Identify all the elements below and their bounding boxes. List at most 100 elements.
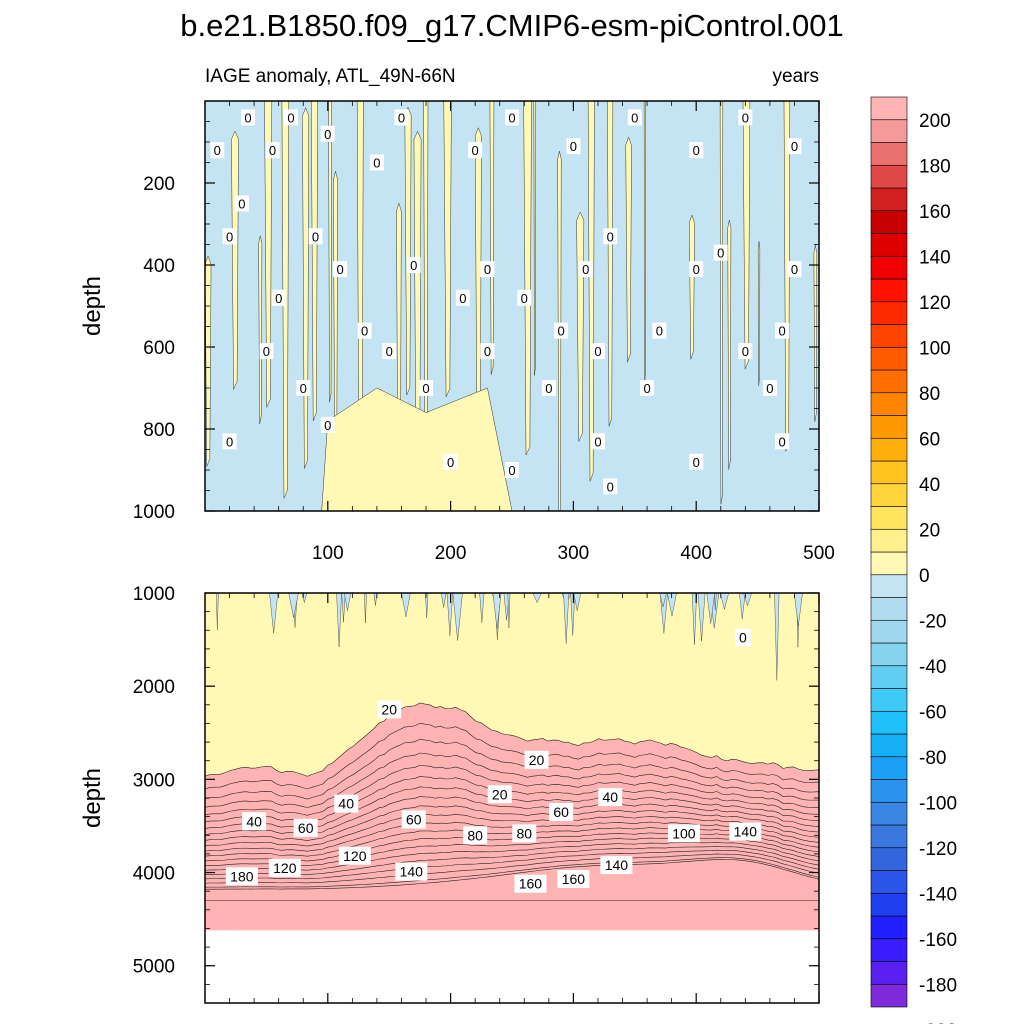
lower-negative-region — [215, 593, 219, 631]
svg-text:0: 0 — [361, 324, 368, 339]
colorbar-swatch — [870, 301, 908, 325]
svg-text:60: 60 — [553, 804, 569, 820]
colorbar-tick-label: -60 — [919, 702, 946, 723]
svg-text:0: 0 — [336, 262, 343, 277]
colorbar-tick-label: 0 — [919, 566, 930, 587]
colorbar-swatch — [870, 824, 908, 849]
colorbar-swatch — [870, 346, 908, 371]
lower-negative-region — [336, 593, 342, 648]
colorbar-tick-label: 100 — [919, 338, 951, 359]
chart-title: b.e21.B1850.f09_g17.CMIP6-esm-piControl.… — [180, 8, 843, 43]
colorbar-swatch — [870, 983, 908, 1008]
upper-contour-label: 0 — [320, 125, 335, 142]
colorbar-swatch — [870, 710, 908, 735]
svg-text:0: 0 — [508, 110, 515, 125]
x-tick-label: 400 — [680, 543, 712, 564]
svg-text:80: 80 — [516, 825, 532, 841]
upper-contour-label: 0 — [713, 244, 728, 261]
upper-contour-label: 0 — [394, 109, 409, 126]
x-tick-label: 500 — [803, 543, 835, 564]
svg-text:0: 0 — [386, 344, 393, 359]
lower-panel: 0 20 20 20 40 40 40 60 60 60 80 80 100 120 120 140 140 14… — [79, 584, 820, 1004]
upper-contour-label: 0 — [320, 416, 335, 433]
lower-negative-region — [697, 593, 706, 642]
colorbar-swatch — [870, 164, 908, 189]
left-subtitle: IAGE anomaly, ATL_49N-66N — [205, 66, 456, 87]
svg-text:20: 20 — [381, 701, 397, 717]
colorbar-swatch — [870, 597, 908, 621]
upper-contour-label: 0 — [419, 380, 434, 396]
lower-contour-label: 140 — [600, 856, 633, 875]
upper-positive-region — [727, 219, 732, 470]
colorbar-swatch — [870, 801, 908, 826]
svg-text:0: 0 — [410, 258, 417, 273]
upper-contour-label: 0 — [443, 453, 458, 470]
svg-text:0: 0 — [226, 229, 233, 244]
colorbar-tick-label: 180 — [919, 156, 951, 177]
colorbar-swatch — [870, 96, 908, 121]
svg-text:0: 0 — [275, 291, 282, 306]
lower-contour-label: 80 — [512, 824, 537, 843]
svg-text:80: 80 — [467, 827, 483, 843]
upper-contour-label: 0 — [406, 257, 421, 273]
upper-contour-label: 0 — [787, 261, 802, 278]
svg-text:0: 0 — [607, 229, 614, 244]
lower-negative-region — [479, 593, 485, 623]
svg-text:180: 180 — [230, 868, 254, 884]
colorbar-swatch — [870, 665, 908, 689]
y-tick-label: 1000 — [133, 502, 175, 523]
lower-contour-label: 20 — [524, 750, 549, 769]
upper-contour-label: 0 — [541, 380, 556, 396]
lower-negative-region — [452, 593, 463, 641]
upper-positive-region — [757, 241, 761, 386]
upper-contour-label: 0 — [382, 343, 397, 360]
lower-negative-region — [714, 593, 717, 611]
lower-ylabel: depth — [79, 768, 106, 828]
svg-text:160: 160 — [519, 876, 543, 892]
lower-negative-region — [706, 593, 715, 624]
svg-text:0: 0 — [459, 291, 466, 306]
lower-negative-region — [364, 593, 367, 623]
lower-contour-label: 140 — [395, 862, 428, 881]
y-tick-label: 3000 — [133, 770, 175, 791]
svg-text:0: 0 — [791, 262, 798, 277]
colorbar-swatch — [870, 892, 908, 917]
svg-text:0: 0 — [300, 381, 307, 396]
colorbar-tick-label: 80 — [919, 384, 940, 405]
upper-contour-label: 0 — [283, 109, 298, 126]
colorbar-swatch — [870, 528, 908, 553]
colorbar-tick-label: 160 — [919, 202, 951, 223]
svg-text:0: 0 — [570, 139, 577, 154]
upper-contour-label: 0 — [590, 433, 605, 450]
y-tick-label: 4000 — [133, 864, 175, 885]
upper-positive-region — [333, 170, 338, 444]
svg-text:120: 120 — [273, 860, 297, 876]
upper-positive-region — [404, 106, 412, 396]
svg-text:60: 60 — [298, 820, 314, 836]
svg-text:0: 0 — [742, 344, 749, 359]
y-tick-label: 200 — [143, 174, 175, 195]
colorbar-swatch — [870, 551, 908, 576]
upper-contour-label: 0 — [603, 478, 618, 495]
svg-text:0: 0 — [594, 344, 601, 359]
svg-text:20: 20 — [492, 786, 508, 802]
colorbar-swatch — [870, 233, 908, 257]
lower-negative-region — [507, 593, 511, 629]
colorbar-swatch — [870, 142, 908, 166]
svg-text:0: 0 — [558, 324, 565, 339]
svg-text:0: 0 — [631, 110, 638, 125]
colorbar-tick-label: 60 — [919, 429, 940, 450]
lower-negative-region — [425, 593, 429, 619]
svg-text:0: 0 — [312, 229, 319, 244]
colorbar-swatch — [870, 415, 908, 439]
x-tick-label: 300 — [558, 543, 590, 564]
upper-positive-region — [688, 214, 695, 360]
lower-contour-label: 160 — [514, 874, 547, 893]
svg-text:0: 0 — [484, 344, 491, 359]
lower-negative-region — [401, 593, 411, 617]
svg-text:140: 140 — [400, 864, 424, 880]
lower-negative-region — [440, 593, 447, 608]
upper-panel: 0 0 0 0 0 0 0 0 0 0 0 0 0 0 0 0 0 0 0 0 0 0 0 0 0 0 0 0 0 0 0 0 0 0 0 0 0 0 0 0… — [79, 100, 835, 564]
upper-contour-label: 0 — [234, 195, 249, 212]
colorbar-tick-label: -160 — [919, 930, 957, 951]
